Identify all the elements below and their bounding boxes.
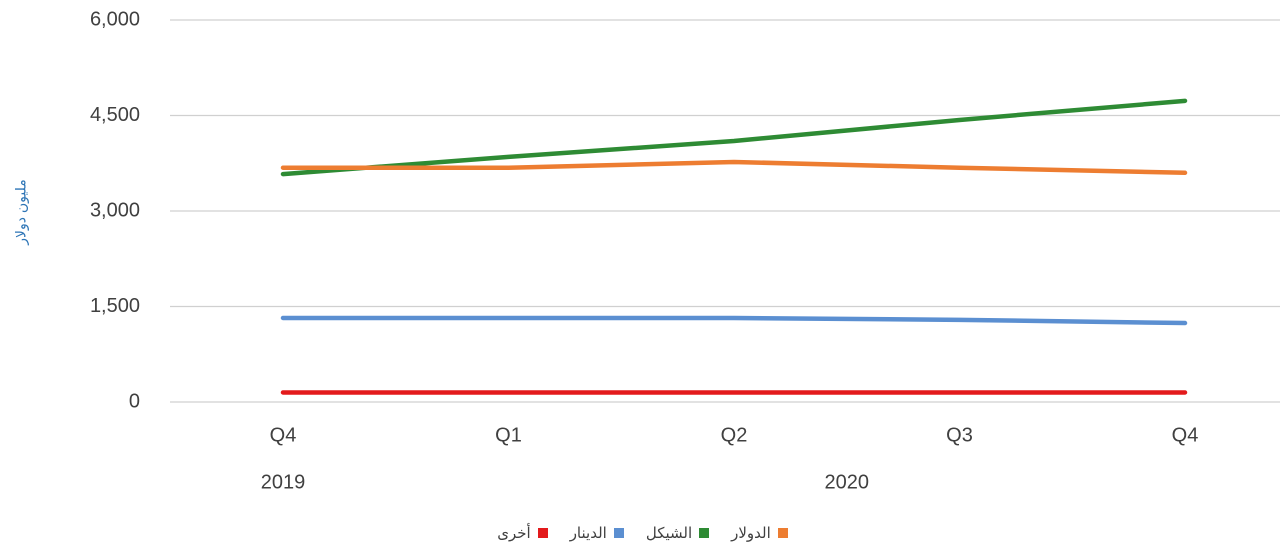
legend-swatch (699, 528, 710, 538)
series-line (280, 98, 1188, 177)
legend-swatch (613, 528, 624, 538)
legend: الدولار الشيكل الدينار أخرى (0, 524, 1285, 542)
legend-swatch (777, 528, 788, 538)
y-tick-label: 0 (129, 390, 140, 412)
legend-label: الدينار (569, 525, 607, 542)
legend-label: الدولار (731, 525, 771, 542)
x-tick-label: Q1 (495, 424, 522, 446)
legend-item: الدينار (570, 524, 624, 542)
legend-item: أخرى (497, 524, 548, 542)
y-tick-label: 3,000 (90, 199, 140, 221)
y-tick-label: 6,000 (90, 8, 140, 30)
y-tick-label: 4,500 (90, 104, 140, 126)
y-tick-label: 1,500 (90, 295, 140, 317)
x-group-label: 2020 (825, 471, 870, 493)
x-tick-label: Q2 (721, 424, 748, 446)
legend-label: أخرى (497, 525, 531, 542)
series-line (280, 315, 1188, 326)
legend-item: الشيكل (645, 524, 710, 542)
legend-item: الدولار (731, 524, 788, 542)
y-axis-label: مليون دولار (13, 179, 30, 246)
series-line (280, 159, 1188, 176)
x-tick-label: Q3 (946, 424, 973, 446)
legend-swatch (537, 528, 548, 538)
x-tick-label: Q4 (1172, 424, 1199, 446)
x-tick-label: Q4 (270, 424, 297, 446)
legend-label: الشيكل (645, 525, 693, 542)
x-group-label: 2019 (261, 471, 306, 493)
